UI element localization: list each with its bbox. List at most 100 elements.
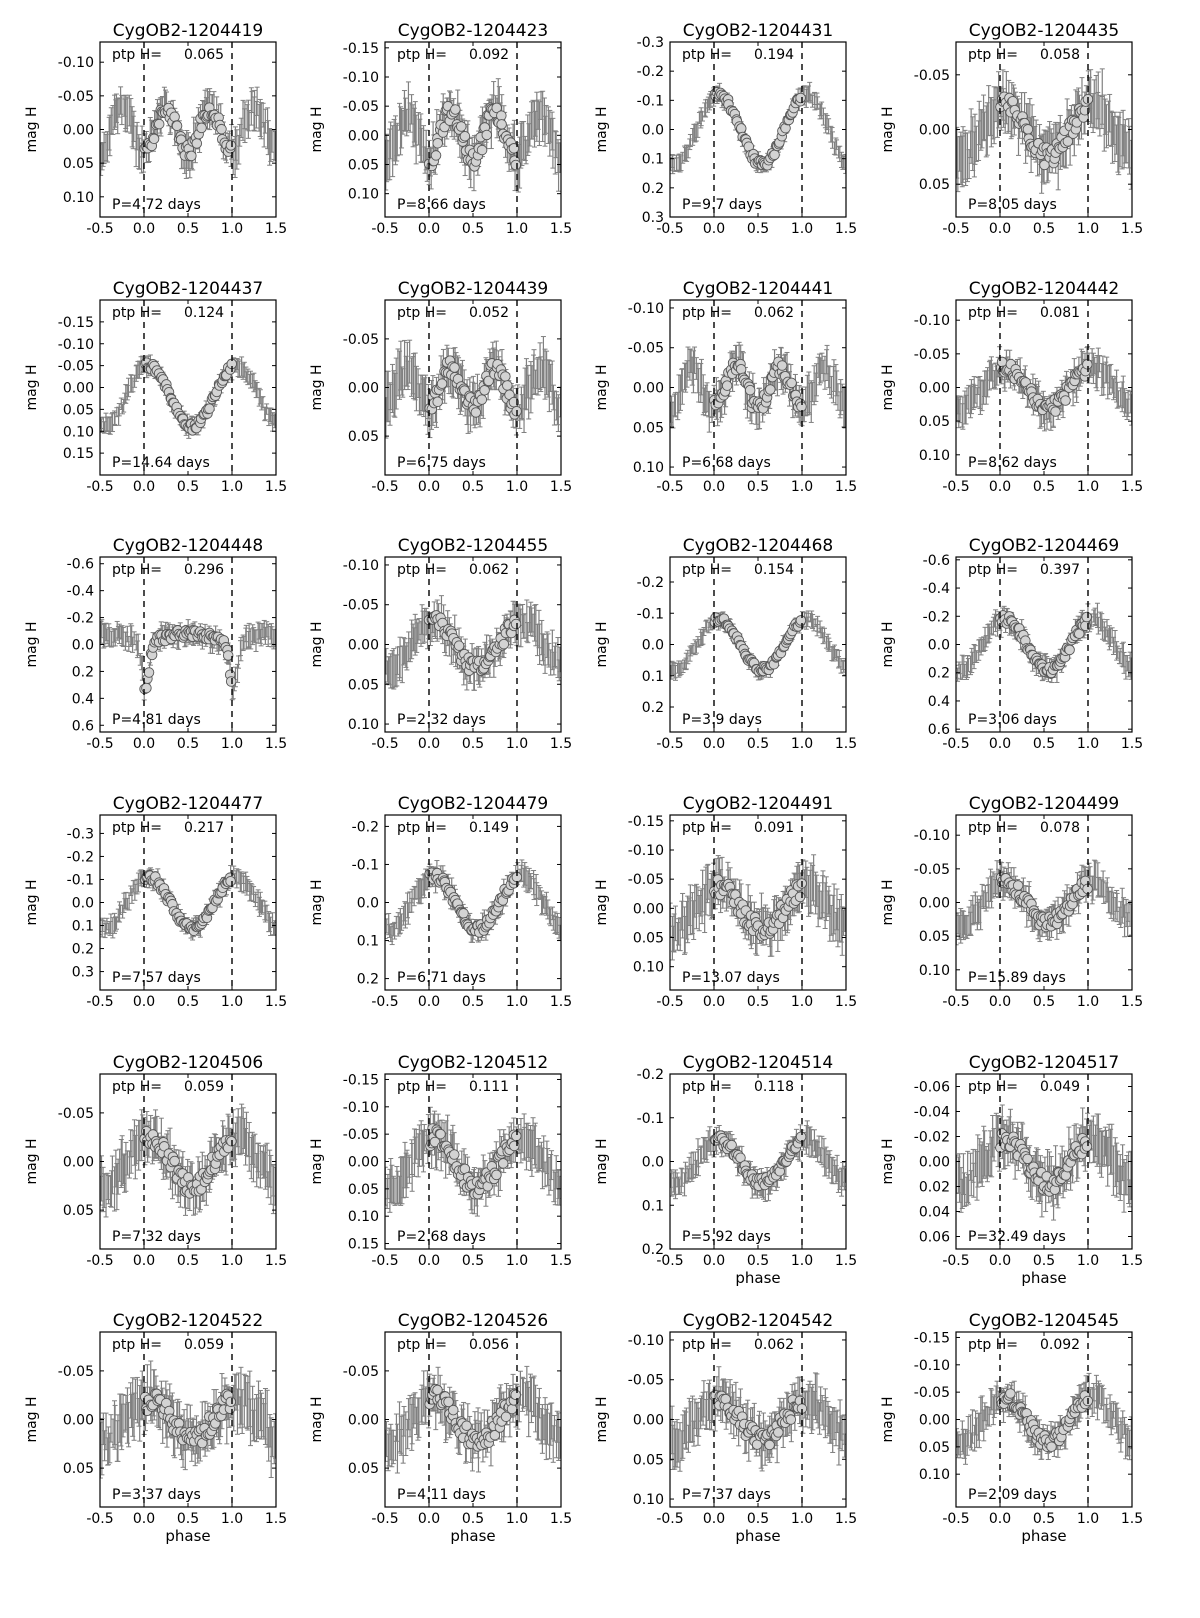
x-tick-label: 0.0 bbox=[133, 736, 155, 752]
light-curve-panel: -0.5 0.0 0.5 1.0 1.5 -0.10 -0.05 0.00 0.05 0.10 Cy… bbox=[594, 279, 857, 495]
x-tick-label: 1.5 bbox=[265, 221, 287, 237]
x-tick-label: -0.5 bbox=[656, 479, 683, 495]
data-point bbox=[496, 110, 507, 121]
ptp-label: ptp H= bbox=[112, 562, 162, 578]
y-tick-label: -0.10 bbox=[58, 337, 94, 353]
y-tick-label: 0.00 bbox=[63, 123, 94, 139]
data-point bbox=[141, 682, 152, 694]
y-axis-label: mag H bbox=[309, 364, 325, 410]
x-tick-label: 0.5 bbox=[747, 221, 769, 237]
y-tick-label: -0.1 bbox=[637, 93, 664, 109]
x-tick-label: -0.5 bbox=[86, 479, 113, 495]
data-point bbox=[459, 130, 471, 142]
y-tick-label: 0.4 bbox=[72, 691, 94, 707]
y-tick-label: 0.05 bbox=[348, 677, 379, 693]
data-point bbox=[225, 140, 237, 151]
data-point bbox=[432, 137, 443, 149]
data-point bbox=[500, 371, 511, 382]
light-curve-panel: -0.5 0.0 0.5 1.0 1.5 -0.3 -0.2 -0.1 0.0 0.1 0.2 0.3… bbox=[594, 21, 857, 237]
panel-title: CygOB2-1204439 bbox=[398, 279, 548, 299]
ptp-value: 0.124 bbox=[184, 305, 224, 321]
x-tick-label: 1.5 bbox=[550, 479, 572, 495]
y-tick-label: 0.10 bbox=[63, 424, 94, 440]
y-tick-label: -0.2 bbox=[637, 64, 664, 80]
period-label: P=6.75 days bbox=[397, 455, 486, 471]
y-axis-label: mag H bbox=[309, 106, 325, 152]
ptp-value: 0.194 bbox=[754, 47, 794, 63]
y-tick-label: 0.05 bbox=[63, 402, 94, 418]
data-point bbox=[143, 667, 155, 678]
x-tick-label: 0.0 bbox=[133, 479, 155, 495]
data-point bbox=[450, 104, 461, 115]
y-tick-label: 0.2 bbox=[72, 664, 94, 680]
y-tick-label: 0.1 bbox=[642, 152, 664, 168]
y-axis-label: mag H bbox=[24, 621, 40, 667]
x-tick-label: 1.0 bbox=[791, 479, 813, 495]
data-point bbox=[455, 121, 467, 132]
x-tick-label: 1.0 bbox=[221, 736, 243, 752]
plot-area bbox=[956, 346, 1132, 432]
light-curve-panel: -0.5 0.0 0.5 1.0 1.5 -0.15 -0.10 -0.05 0.00 0.05 0… bbox=[24, 279, 287, 495]
light-curve-panel: -0.5 0.0 0.5 1.0 1.5 -0.10 -0.05 0.00 0.05 0.10 Cy… bbox=[880, 279, 1143, 495]
y-tick-label: 0.10 bbox=[348, 717, 379, 733]
x-tick-label: 0.5 bbox=[177, 221, 199, 237]
y-tick-label: -0.3 bbox=[637, 35, 664, 51]
y-tick-label: 0.00 bbox=[919, 381, 950, 397]
data-point bbox=[216, 123, 227, 135]
period-label: P=14.64 days bbox=[112, 455, 210, 471]
data-point bbox=[196, 122, 207, 134]
data-point bbox=[776, 360, 788, 371]
x-tick-label: 1.0 bbox=[1077, 479, 1099, 495]
light-curve-panel: -0.5 0.0 0.5 1.0 1.5 -0.05 0.00 0.05 CygOB2-1204… bbox=[309, 279, 572, 495]
data-point bbox=[476, 144, 488, 156]
data-point bbox=[476, 394, 488, 405]
plot-area bbox=[670, 341, 846, 433]
y-tick-label: 0.10 bbox=[63, 190, 94, 206]
x-tick-label: 0.0 bbox=[989, 221, 1011, 237]
panel-title: CygOB2-1204419 bbox=[113, 21, 263, 41]
data-point bbox=[153, 118, 165, 130]
light-curve-panel: -0.5 0.0 0.5 1.0 1.5 -0.10 -0.05 0.00 0.05 0.10 Cy… bbox=[24, 21, 287, 237]
x-tick-label: -0.5 bbox=[86, 221, 113, 237]
x-tick-label: -0.5 bbox=[942, 221, 969, 237]
y-tick-label: 0.0 bbox=[642, 123, 664, 139]
data-point bbox=[491, 102, 502, 114]
light-curve-panel: -0.5 0.0 0.5 1.0 1.5 -0.10 -0.05 0.00 0.05 0.10 Cy… bbox=[309, 536, 572, 752]
data-point bbox=[191, 138, 203, 149]
x-tick-label: -0.5 bbox=[371, 736, 398, 752]
x-tick-label: 1.0 bbox=[221, 479, 243, 495]
data-point bbox=[225, 676, 237, 687]
data-point bbox=[510, 159, 522, 171]
y-tick-label: 0.15 bbox=[63, 446, 94, 462]
x-tick-label: -0.5 bbox=[86, 736, 113, 752]
ptp-value: 0.052 bbox=[469, 305, 509, 321]
data-point bbox=[1060, 395, 1071, 406]
data-point bbox=[795, 92, 806, 104]
period-label: P=4.72 days bbox=[112, 197, 201, 213]
data-point bbox=[1062, 136, 1074, 147]
x-tick-label: 1.5 bbox=[1121, 479, 1143, 495]
data-point bbox=[449, 362, 460, 373]
data-point bbox=[453, 640, 465, 651]
y-tick-label: -0.6 bbox=[67, 557, 94, 573]
x-tick-label: 0.5 bbox=[177, 736, 199, 752]
x-tick-label: 1.5 bbox=[835, 479, 857, 495]
data-point bbox=[470, 407, 482, 418]
y-tick-label: 0.00 bbox=[63, 381, 94, 397]
panel-title: CygOB2-1204442 bbox=[969, 279, 1119, 299]
y-axis-label: mag H bbox=[594, 364, 610, 410]
x-tick-label: 0.0 bbox=[703, 479, 725, 495]
data-point bbox=[502, 380, 513, 391]
y-tick-label: -0.10 bbox=[343, 558, 379, 574]
x-tick-label: 0.5 bbox=[1033, 221, 1055, 237]
y-axis-label: mag H bbox=[24, 106, 40, 152]
y-tick-label: -0.05 bbox=[914, 347, 950, 363]
data-point bbox=[1007, 95, 1019, 107]
ptp-label: ptp H= bbox=[397, 47, 447, 63]
data-point bbox=[1022, 124, 1034, 135]
data-point bbox=[735, 123, 747, 134]
x-tick-label: 1.0 bbox=[506, 221, 528, 237]
x-tick-label: 1.5 bbox=[1121, 221, 1143, 237]
x-tick-label: 0.0 bbox=[418, 736, 440, 752]
